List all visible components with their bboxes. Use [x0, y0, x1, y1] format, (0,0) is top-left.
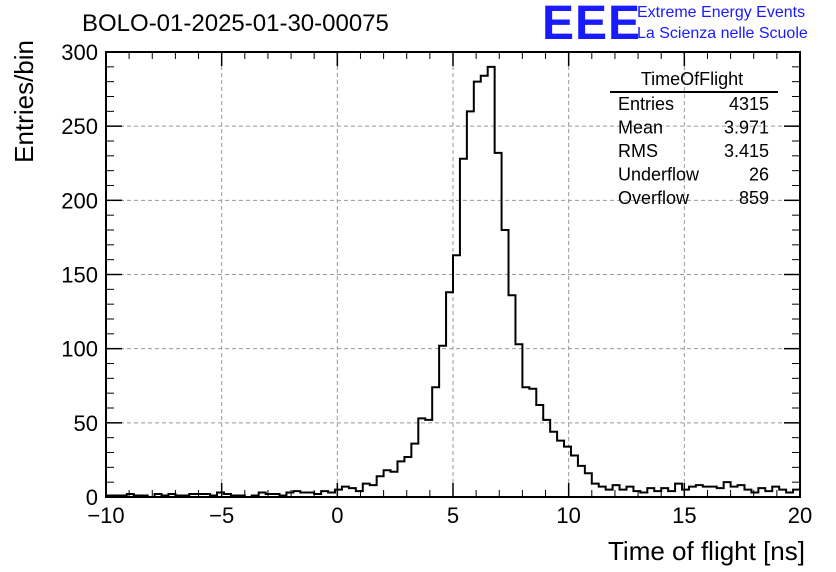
histogram-series	[106, 65, 800, 498]
y-axis-title: Entries/bin	[9, 40, 39, 163]
histogram-bin	[363, 484, 370, 497]
histogram-bin	[613, 485, 620, 497]
stats-label: Mean	[618, 118, 663, 138]
histogram-bin	[536, 405, 543, 497]
x-tick-label: 15	[672, 503, 696, 528]
histogram-bin	[481, 76, 488, 497]
histogram-bin	[453, 255, 460, 497]
stats-label: Entries	[618, 94, 674, 114]
histogram-bin	[550, 432, 557, 497]
histogram-bin	[425, 420, 432, 497]
histogram-bin	[349, 488, 356, 497]
histogram-bin	[411, 444, 418, 497]
histogram-bin	[779, 490, 786, 497]
logo-line-2: La Scienza nelle Scuole	[637, 25, 808, 42]
histogram-bin	[731, 487, 738, 497]
stats-name: TimeOfFlight	[641, 69, 743, 89]
histogram-bin	[460, 159, 467, 497]
histogram-bin	[710, 487, 717, 497]
histogram-bin	[397, 461, 404, 497]
stats-label: Overflow	[618, 188, 690, 208]
histogram-bin	[599, 487, 606, 497]
y-tick-label: 50	[74, 411, 98, 436]
histogram-bin	[772, 487, 779, 497]
histogram-bin	[744, 490, 751, 497]
histogram-bin	[661, 488, 668, 497]
stats-value: 3.415	[724, 141, 769, 161]
x-tick-label: 0	[331, 503, 343, 528]
y-tick-label: 100	[61, 337, 98, 362]
x-tick-label: −5	[209, 503, 234, 528]
x-axis-title: Time of flight [ns]	[608, 536, 805, 566]
x-tick-label: 5	[447, 503, 459, 528]
stats-label: Underflow	[618, 165, 700, 185]
x-tick-label: 10	[556, 503, 580, 528]
histogram-bin	[578, 466, 585, 497]
histogram-bin	[717, 488, 724, 497]
histogram-bin	[627, 487, 634, 497]
histogram-bin	[404, 457, 411, 497]
stats-box: TimeOfFlight Entries 4315 Mean 3.971 RMS 3.41…	[610, 69, 778, 208]
stats-value: 3.971	[724, 118, 769, 138]
histogram-bin	[509, 295, 516, 497]
stats-label: RMS	[618, 141, 658, 161]
x-tick-label: 20	[788, 503, 812, 528]
histogram-bin	[495, 153, 502, 497]
histogram-bin	[606, 490, 613, 497]
histogram-bin	[689, 487, 696, 497]
x-tick-label: −10	[87, 503, 124, 528]
histogram-bin	[738, 485, 745, 497]
histogram-bin	[571, 455, 578, 497]
chart-title: BOLO-01-2025-01-30-00075	[82, 10, 389, 37]
eee-logo: EEE	[542, 0, 642, 50]
histogram-bin	[418, 418, 425, 497]
histogram-bin	[474, 82, 481, 497]
histogram-bin	[564, 447, 571, 497]
histogram-bin	[585, 473, 592, 497]
histogram-bin	[696, 485, 703, 497]
plot-frame	[105, 51, 801, 498]
histogram-bin	[647, 488, 654, 497]
histogram-bin	[515, 344, 522, 497]
histogram-bin	[432, 387, 439, 497]
stats-value: 26	[749, 165, 769, 185]
histogram-bin	[446, 292, 453, 497]
y-tick-label: 200	[61, 188, 98, 213]
stats-rows: Entries 4315 Mean 3.971 RMS 3.415 Underflow 26 O…	[618, 94, 769, 208]
histogram-bin	[391, 472, 398, 497]
stats-value: 859	[739, 188, 769, 208]
histogram-bin	[502, 230, 509, 497]
histogram-bin	[488, 67, 495, 497]
stats-value: 4315	[729, 94, 769, 114]
histogram-line	[106, 65, 800, 498]
histogram-bin	[335, 490, 342, 497]
histogram-bin	[439, 346, 446, 497]
histogram-bin	[682, 490, 689, 497]
y-tick-label: 250	[61, 114, 98, 139]
histogram-bin	[370, 485, 377, 497]
histogram-bin	[592, 484, 599, 497]
histogram-bin	[529, 389, 536, 497]
histogram-bin	[543, 420, 550, 497]
y-tick-label: 0	[86, 485, 98, 510]
histogram-bin	[342, 487, 349, 497]
histogram-bin	[522, 387, 529, 497]
logo-line-1: Extreme Energy Events	[637, 4, 806, 21]
y-tick-label: 150	[61, 263, 98, 288]
histogram-bin	[384, 470, 391, 497]
histogram-bin	[724, 482, 731, 497]
y-tick-label: 300	[61, 40, 98, 65]
histogram-bin	[758, 488, 765, 497]
histogram-bin	[377, 476, 384, 497]
histogram-bin	[620, 490, 627, 497]
histogram-bin	[467, 111, 474, 497]
histogram-bin	[675, 484, 682, 497]
histogram-bin	[557, 441, 564, 497]
histogram-bin	[703, 487, 710, 497]
histogram-bin	[793, 490, 800, 497]
